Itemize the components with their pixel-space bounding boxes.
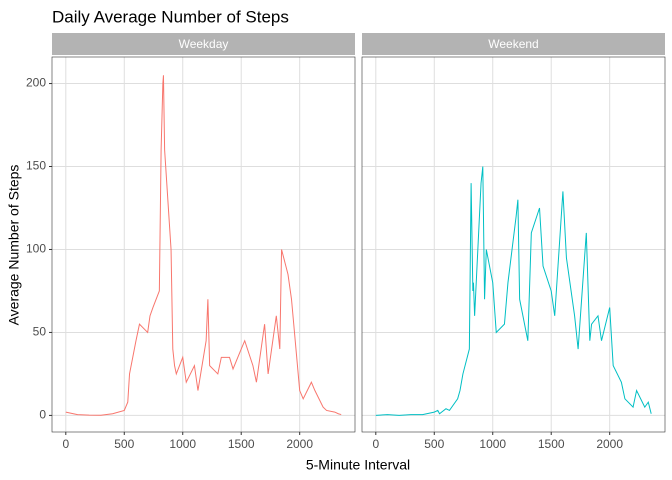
x-tick-label: 0 — [62, 437, 69, 451]
x-tick-label: 1000 — [479, 437, 506, 451]
data-line — [65, 75, 342, 416]
y-axis-label: Average Number of Steps — [6, 165, 22, 326]
panel-border — [361, 56, 666, 433]
panel-border — [51, 56, 356, 433]
x-tick-label: 500 — [114, 437, 134, 451]
y-tick-label: 200 — [26, 76, 46, 90]
y-tick-label: 100 — [26, 242, 46, 256]
x-tick-label: 500 — [424, 437, 444, 451]
x-tick-label: 0 — [372, 437, 379, 451]
x-tick-label: 1000 — [169, 437, 196, 451]
strip-label: Weekday — [179, 37, 229, 51]
y-tick-label: 50 — [33, 325, 47, 339]
strip — [52, 33, 355, 55]
chart-title: Daily Average Number of Steps — [52, 7, 289, 26]
x-tick-label: 2000 — [286, 437, 313, 451]
x-axis-label: 5-Minute Interval — [306, 457, 410, 473]
strip-label: Weekend — [488, 37, 538, 51]
strip — [362, 33, 665, 55]
x-tick-label: 2000 — [596, 437, 623, 451]
panel-background — [362, 57, 665, 432]
x-tick-label: 1500 — [228, 437, 255, 451]
x-tick-label: 1500 — [538, 437, 565, 451]
y-tick-label: 0 — [39, 408, 46, 422]
y-tick-label: 150 — [26, 159, 46, 173]
data-line — [375, 166, 652, 416]
panel-background — [52, 57, 355, 432]
